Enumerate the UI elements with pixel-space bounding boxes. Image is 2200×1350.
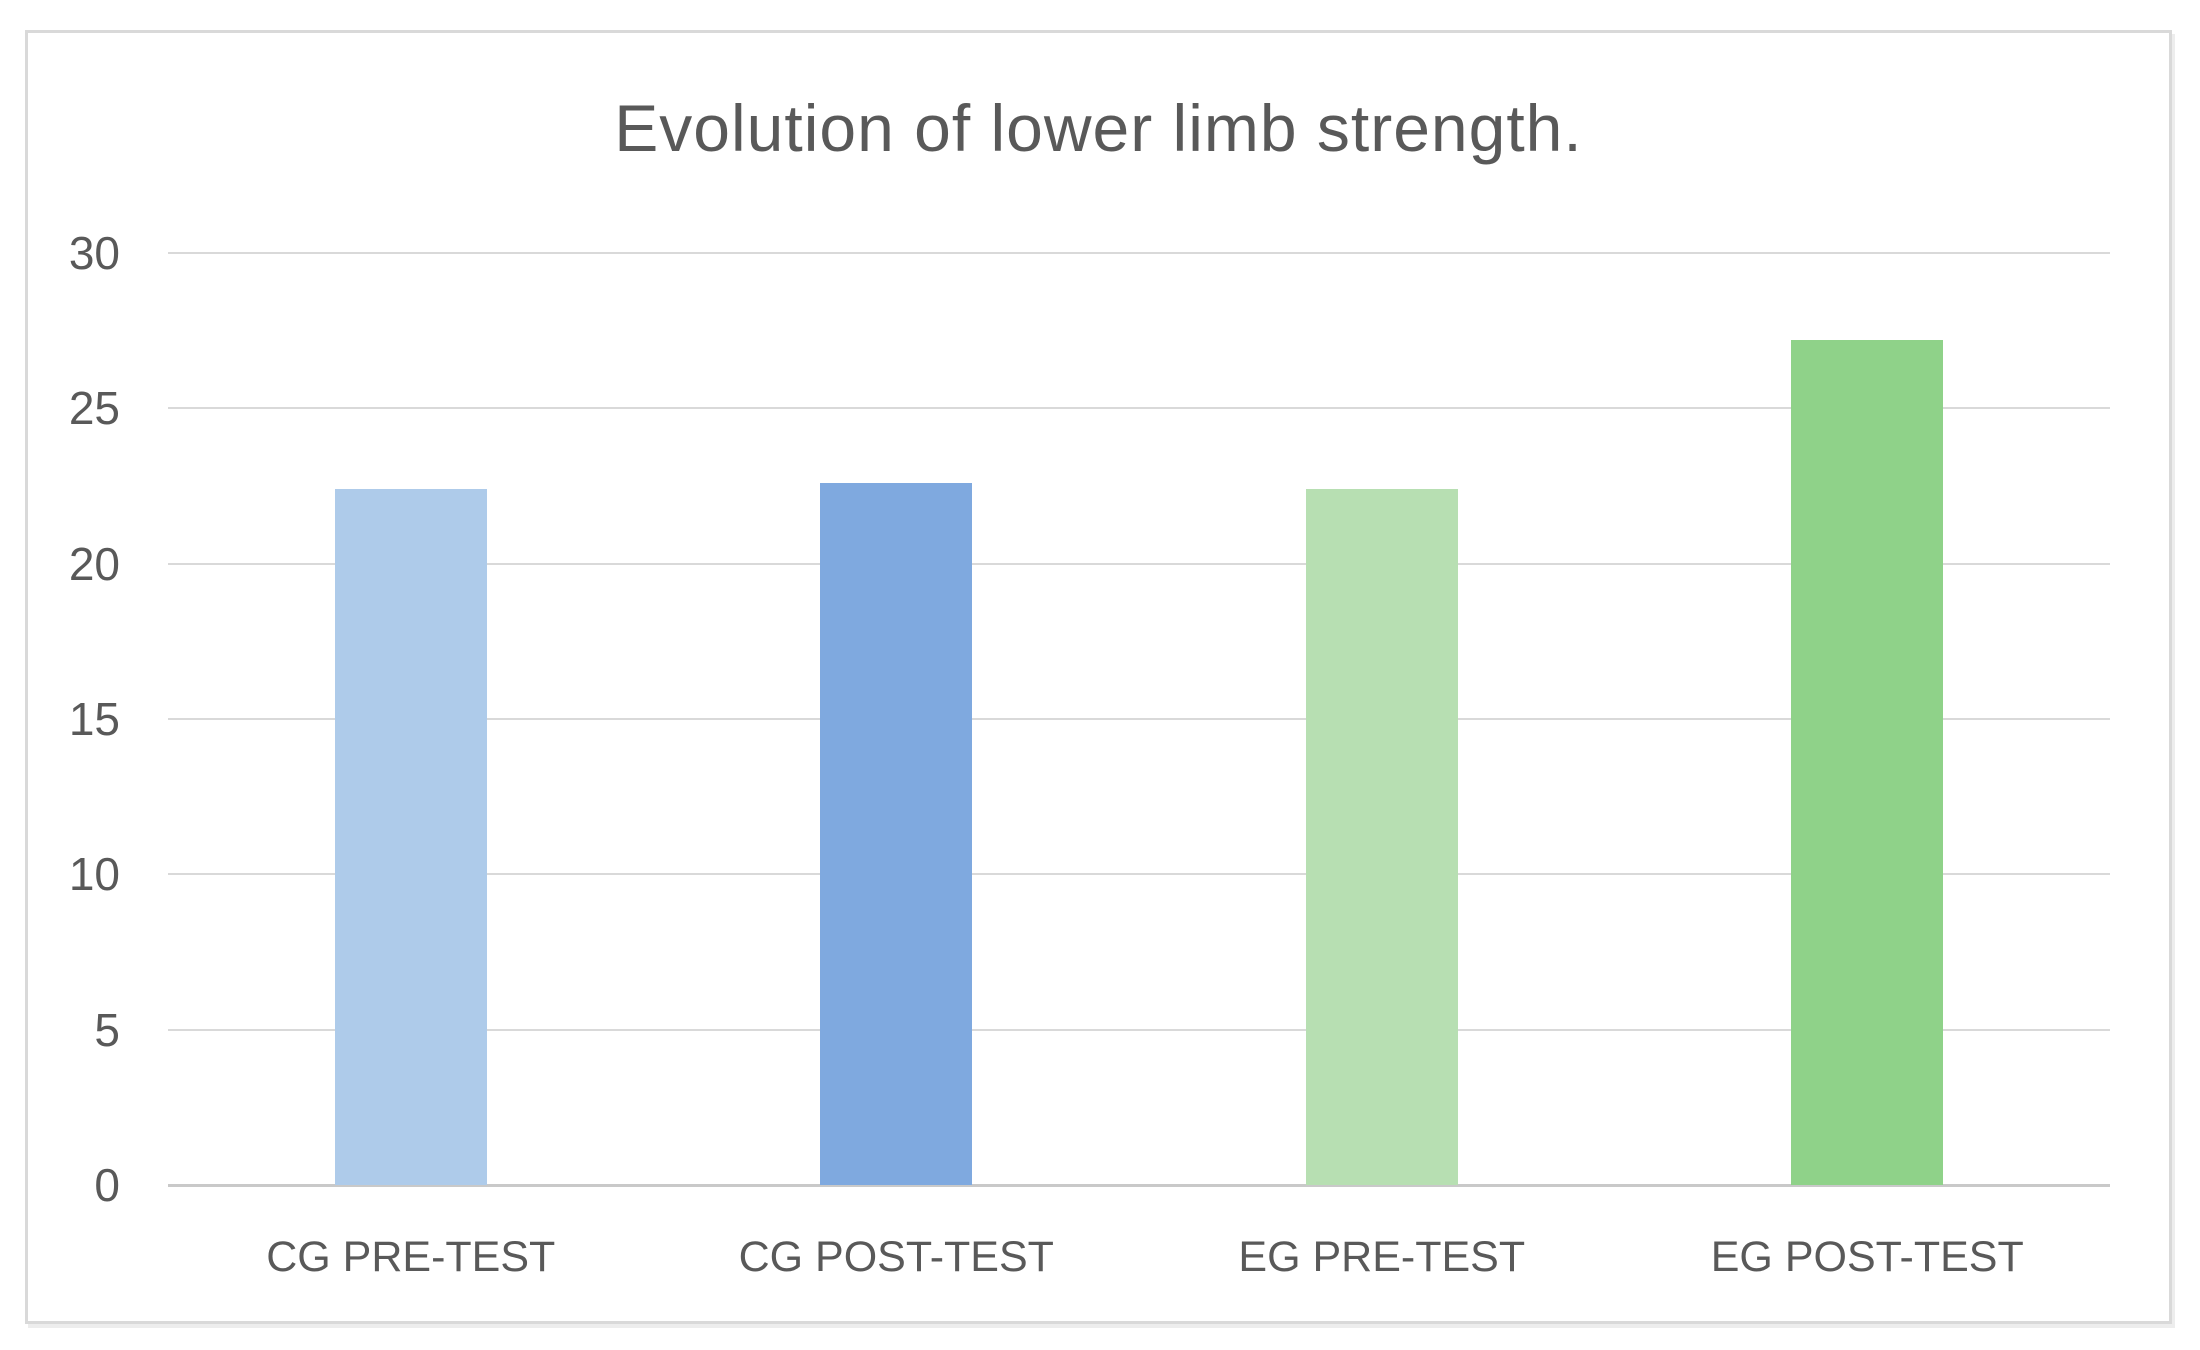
gridline (168, 1028, 2110, 1031)
y-tick-label: 5 (94, 1003, 120, 1056)
y-tick-label: 20 (68, 537, 120, 590)
y-tick-label: 30 (68, 227, 120, 279)
chart-title: Evolution of lower limb strength. (614, 91, 1583, 165)
y-tick-label: 15 (68, 693, 120, 745)
x-category-label: EG PRE-TEST (1238, 1233, 1526, 1281)
gridline (168, 252, 2110, 254)
x-axis-line (168, 1183, 2110, 1187)
gridline (168, 407, 2110, 410)
gridline (168, 873, 2110, 876)
bar (1305, 489, 1458, 1185)
x-category-label: EG POST-TEST (1710, 1233, 2024, 1281)
y-tick-label: 0 (94, 1159, 120, 1211)
x-category-label: CG POST-TEST (738, 1233, 1054, 1281)
bar (820, 482, 973, 1185)
y-tick-label: 10 (68, 848, 120, 901)
x-category-label: CG PRE-TEST (266, 1233, 556, 1281)
bar (334, 489, 487, 1185)
bar (1791, 339, 1944, 1185)
y-tick-label: 25 (68, 382, 120, 435)
gridline (168, 718, 2110, 720)
gridline (168, 562, 2110, 565)
